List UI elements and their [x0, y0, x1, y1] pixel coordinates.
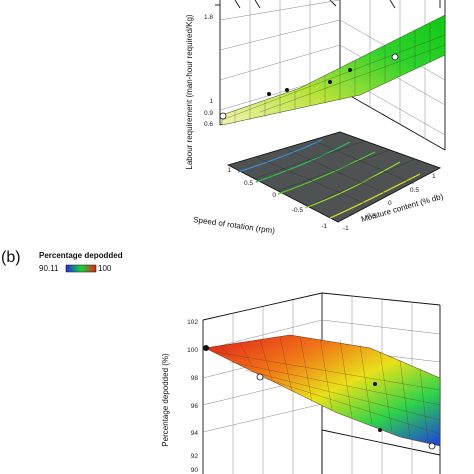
y-tick-0.5: 0.5: [410, 187, 419, 194]
z-tick-98: 98: [191, 375, 199, 382]
legend-max-label: 100: [98, 264, 112, 273]
x-tick-0.5: 0.5: [244, 180, 253, 187]
panel-b-mesh: [214, 335, 441, 444]
z-tick-90: 90: [191, 467, 199, 474]
panel-b-letter: (b): [1, 249, 21, 266]
z-tick-92: 92: [191, 453, 199, 460]
y-tick-1: 1: [432, 173, 436, 180]
z-tick-1: 1: [209, 98, 213, 105]
panel-a-floor-grid: [252, 139, 416, 207]
panel-a-surface: [221, 14, 446, 126]
z-tick-94: 94: [191, 430, 199, 437]
legend: Percentage depodded 90.11 100: [39, 251, 123, 273]
panel-a-z-ticks: 1.8 1 0.9 0.6: [204, 14, 213, 128]
panel-b-points: [203, 345, 436, 450]
x-tick-0: 0: [272, 192, 276, 199]
legend-min-label: 90.11: [39, 264, 59, 273]
panel-a-points: [219, 53, 399, 120]
panel-a-z-axis-label: Labour requirement (man-hour required/Kg…: [185, 14, 194, 170]
panel-a-floor: [226, 131, 442, 223]
panel-a-y-ticks: -1 -0.5 0 0.5 1: [343, 173, 436, 232]
x-tick--1: -1: [321, 223, 327, 230]
legend-colorbar: [65, 264, 97, 273]
panel-a-x-ticks: 1 0.5 0 -0.5 -1: [227, 167, 327, 230]
z-tick-0.9: 0.9: [204, 110, 213, 117]
panel-a-floor-contours: [237, 139, 421, 219]
x-tick--0.5: -0.5: [292, 207, 304, 214]
y-tick--0.5: -0.5: [365, 213, 377, 220]
panel-b-surface: [204, 334, 441, 447]
legend-title: Percentage depodded: [39, 251, 123, 260]
z-tick-0.6: 0.6: [204, 121, 213, 128]
z-tick-102: 102: [187, 319, 198, 326]
y-tick--1: -1: [343, 225, 349, 232]
z-tick-100: 100: [187, 347, 198, 354]
panel-b-z-ticks: 102 100 98 96 94 92 90: [187, 319, 198, 474]
z-tick-1.8: 1.8: [204, 14, 213, 21]
x-tick-1: 1: [227, 167, 231, 174]
y-tick-0: 0: [388, 200, 392, 207]
panel-a-x-axis-label: Speed of rotation (rpm): [193, 215, 276, 235]
panel-a-mesh: [221, 23, 446, 123]
panel-a: 1.8 1 0.9 0.6 Labour requirement (man-ho…: [185, 0, 446, 235]
z-tick-96: 96: [191, 403, 199, 410]
panel-b-z-axis-label: Percentage depodded (%): [161, 353, 170, 447]
panel-b: 102 100 98 96 94 92 90 Percentage depodd…: [161, 292, 441, 474]
